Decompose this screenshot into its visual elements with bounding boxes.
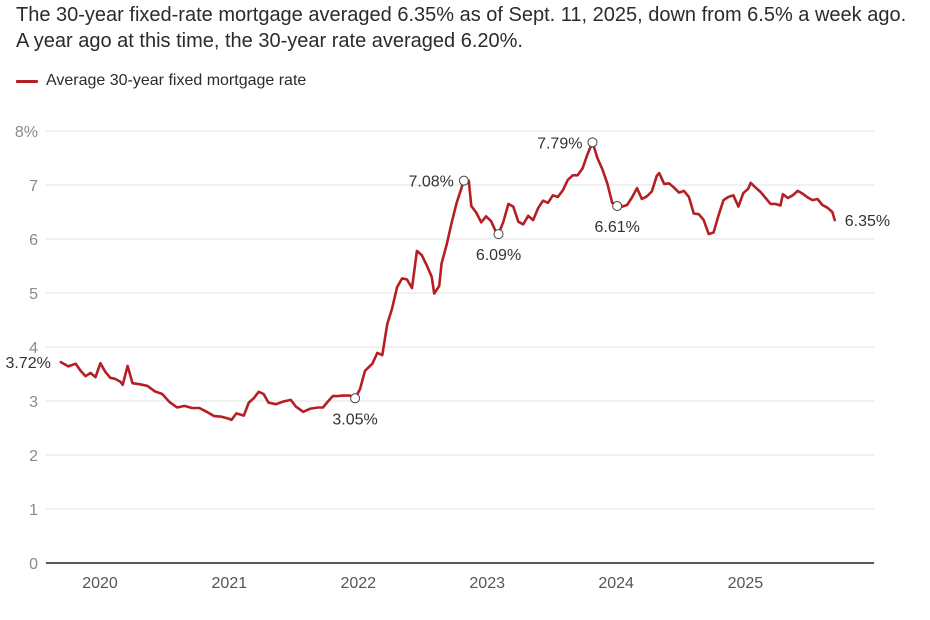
y-tick-label-0: 0 xyxy=(29,556,38,573)
y-tick-label-1: 1 xyxy=(29,502,38,519)
y-axis-ticks: 0 1 2 3 4 5 6 7 8% xyxy=(15,124,38,573)
y-tick-label-5: 5 xyxy=(29,286,38,303)
annotation-marker-6.61% xyxy=(612,201,623,212)
annotation-label-3.72%: 3.72% xyxy=(5,355,50,372)
y-tick-label-6: 6 xyxy=(29,232,38,249)
series-line-0 xyxy=(59,141,837,422)
x-tick-label-2025: 2025 xyxy=(728,575,764,592)
y-tick-label-8: 8% xyxy=(15,124,38,141)
legend-swatch xyxy=(16,79,38,83)
annotation-label-6.09%: 6.09% xyxy=(476,247,521,264)
x-tick-label-2023: 2023 xyxy=(469,575,505,592)
y-tick-label-7: 7 xyxy=(29,178,38,195)
y-tick-label-3: 3 xyxy=(29,394,38,411)
x-axis-ticks: 2020 2021 2022 2023 2024 2025 xyxy=(82,575,763,592)
y-tick-label-2: 2 xyxy=(29,448,38,465)
annotations: 3.72% 3.05% 7.08% 6.09% 7.79% 6.61% 6.35% xyxy=(5,135,890,428)
x-tick-label-2020: 2020 xyxy=(82,575,118,592)
y-tick-label-4: 4 xyxy=(29,340,38,357)
x-tick-label-2024: 2024 xyxy=(598,575,634,592)
annotation-marker-3.05% xyxy=(350,393,361,404)
annotation-marker-7.79% xyxy=(587,137,598,148)
legend-label: Average 30-year fixed mortgage rate xyxy=(46,72,307,89)
annotation-label-3.05%: 3.05% xyxy=(332,411,377,428)
x-tick-label-2021: 2021 xyxy=(212,575,248,592)
annotation-label-7.79%: 7.79% xyxy=(537,135,582,152)
x-tick-label-2022: 2022 xyxy=(340,575,376,592)
annotation-marker-7.08% xyxy=(458,175,469,186)
series-lines xyxy=(59,141,837,422)
chart-subtitle: The 30-year fixed-rate mortgage averaged… xyxy=(16,4,907,52)
legend: Average 30-year fixed mortgage rate xyxy=(16,72,306,90)
annotation-marker-6.09% xyxy=(493,229,504,240)
annotation-label-7.08%: 7.08% xyxy=(409,174,454,191)
gridlines xyxy=(46,130,874,564)
annotation-label-6.35%: 6.35% xyxy=(845,213,890,230)
annotation-label-6.61%: 6.61% xyxy=(595,219,640,236)
